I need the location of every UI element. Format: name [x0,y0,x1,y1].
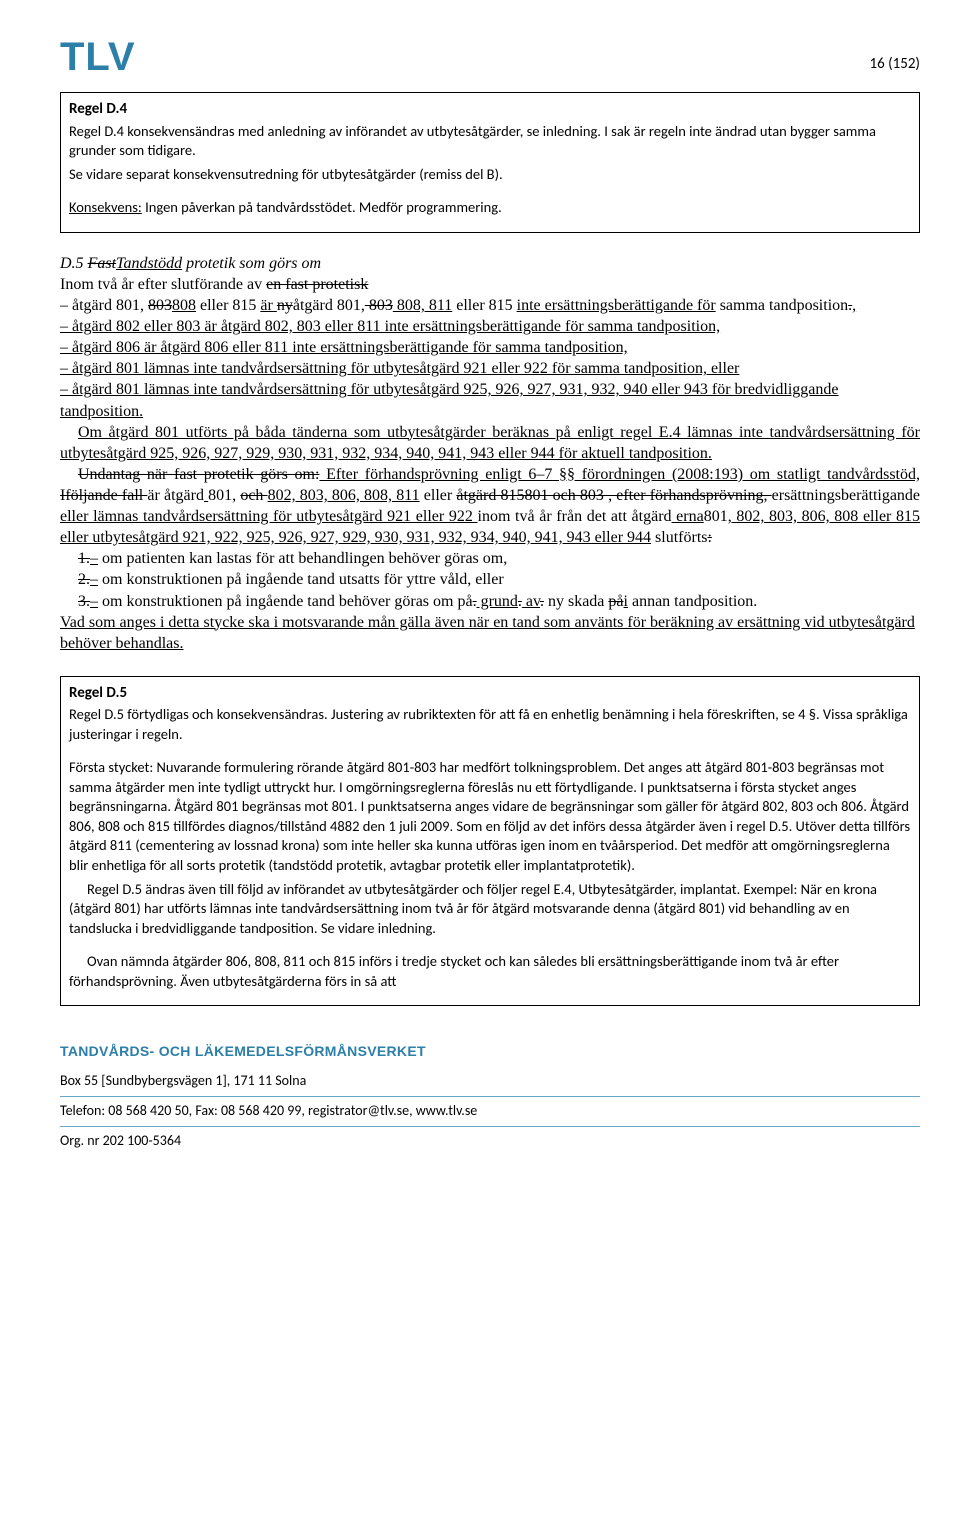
t: åtgärd 815 [456,487,524,504]
t: grund [477,593,518,610]
t: Efter förhandsprövning enligt 6–7 §§ för… [319,466,920,483]
t: – åtgärd 801 lämnas inte tandvårdsersätt… [60,381,838,419]
t: om konstruktionen på ingående tand behöv… [98,593,473,610]
box-d5-title: Regel D.5 [69,683,911,703]
t: D.5 [60,255,88,272]
box-d4-p3: Konsekvens: Ingen påverkan på tandvårdss… [69,198,911,218]
box-regel-d5: Regel D.5 Regel D.5 förtydligas och kons… [60,676,920,1007]
t: – åtgärd 801 [60,297,140,314]
t: , [852,297,856,314]
t: ny skada [544,593,608,610]
box-d5-p1: Regel D.5 förtydligas och konsekvensändr… [69,705,911,744]
footer-org: Org. nr 202 100-5364 [60,1127,920,1156]
regulatory-text-d5: D.5 FastTandstödd protetik som görs om I… [60,253,920,654]
t: av [522,593,540,610]
d5-line4: – åtgärd 806 är åtgärd 806 eller 811 int… [60,337,920,358]
t: eller 815 [196,297,260,314]
t: 803 [148,297,172,314]
consequence-text: Ingen påverkan på tandvårdsstödet. Medfö… [142,198,502,216]
d5-p7: Om åtgärd 801 utförts på båda tänderna s… [60,422,920,464]
t: Tandstödd [116,255,182,272]
d5-line2: – åtgärd 801, 803808 eller 815 är nyåtgä… [60,295,920,316]
d5-line5: – åtgärd 801 lämnas inte tandvårdsersätt… [60,358,920,379]
t: – åtgärd 806 är åtgärd 806 eller 811 int… [60,339,628,356]
t: på [608,593,623,610]
t: 3. [78,593,90,610]
t: slutförts [651,529,707,546]
t: om patienten kan lastas för att behandli… [98,550,507,567]
t: en fast protetisk [266,276,368,293]
t: annan tandposition. [628,593,757,610]
t: – åtgärd 802 eller 803 är åtgärd 802, 80… [60,318,720,335]
t: inom två år från det att åtgärd [478,508,672,525]
t: och [240,487,267,504]
d5-line3: – åtgärd 802 eller 803 är åtgärd 802, 80… [60,316,920,337]
t: Fast [88,255,116,272]
box-regel-d4: Regel D.4 Regel D.4 konsekvensändras med… [60,92,920,233]
footer-contact: Telefon: 08 568 420 50, Fax: 08 568 420 … [60,1097,920,1127]
t: eller 815 [452,297,516,314]
d5-line1: Inom två år efter slutförande av en fast… [60,274,920,295]
t: 808, 811 [393,297,452,314]
t: 1. [78,550,90,567]
t: inte ersättningsberättigande för [517,297,716,314]
t: 802, 803, 806, 808, 811 [268,487,420,504]
page-number: 16 (152) [60,54,920,74]
box-d5-p3: Regel D.5 ändras även till följd av infö… [69,880,911,939]
t: – [90,593,98,610]
d5-line6: – åtgärd 801 lämnas inte tandvårdsersätt… [60,379,920,421]
t: Undantag när fast protetik görs om: [78,466,319,483]
t: 801, [208,487,240,504]
t: : [708,529,712,546]
agency-name: TANDVÅRDS- OCH LÄKEMEDELSFÖRMÅNSVERKET [60,1042,920,1061]
t: är [260,297,276,314]
footer: TANDVÅRDS- OCH LÄKEMEDELSFÖRMÅNSVERKET B… [60,1042,920,1156]
t: – åtgärd 801 lämnas inte tandvårdsersätt… [60,360,739,377]
d5-title: D.5 FastTandstödd protetik som görs om [60,253,920,274]
box-d4-p2: Se vidare separat konsekvensutredning fö… [69,165,911,185]
box-d4-p1: Regel D.4 konsekvensändras med anledning… [69,122,911,161]
t: 801 och 803 , efter förhandsprövning, [525,487,772,504]
t: eller [420,487,457,504]
t: – [90,550,98,567]
footer-address: Box 55 [Sundbybergsvägen 1], 171 11 Soln… [60,1067,920,1097]
d5-last: Vad som anges i detta stycke ska i motsv… [60,612,920,654]
t: 803 [365,297,393,314]
t: 801 [704,508,728,525]
t: protetik som görs om [182,255,321,272]
consequence-label: Konsekvens: [69,198,142,216]
d5-n2: 2.– om konstruktionen på ingående tand u… [60,569,920,590]
d5-n3: 3.– om konstruktionen på ingående tand b… [60,591,920,612]
t: eller lämnas tandvårdsersättning för utb… [60,508,478,525]
d5-n1: 1.– om patienten kan lastas för att beha… [60,548,920,569]
t: Iföljande fall [60,487,147,504]
t: erna [672,508,704,525]
t: samma tandposition [716,297,848,314]
t: Inom två år efter slutförande av [60,276,266,293]
t: Om åtgärd 801 utförts på båda tänderna s… [60,424,920,462]
t: 2. [78,571,90,588]
t: Vad som anges i detta stycke ska i motsv… [60,614,915,652]
t: om konstruktionen på ingående tand utsat… [98,571,504,588]
box-d5-p2: Första stycket: Nuvarande formulering rö… [69,758,911,875]
t: är åtgärd [147,487,204,504]
box-d4-title: Regel D.4 [69,99,911,119]
box-d5-p4: Ovan nämnda åtgärder 806, 808, 811 och 8… [69,952,911,991]
t: ny [277,297,293,314]
t: 808 [172,297,196,314]
t: ersättningsberättigande [772,487,920,504]
t: åtgärd 801, [293,297,365,314]
t: – [90,571,98,588]
d5-p8: Undantag när fast protetik görs om: Efte… [60,464,920,548]
